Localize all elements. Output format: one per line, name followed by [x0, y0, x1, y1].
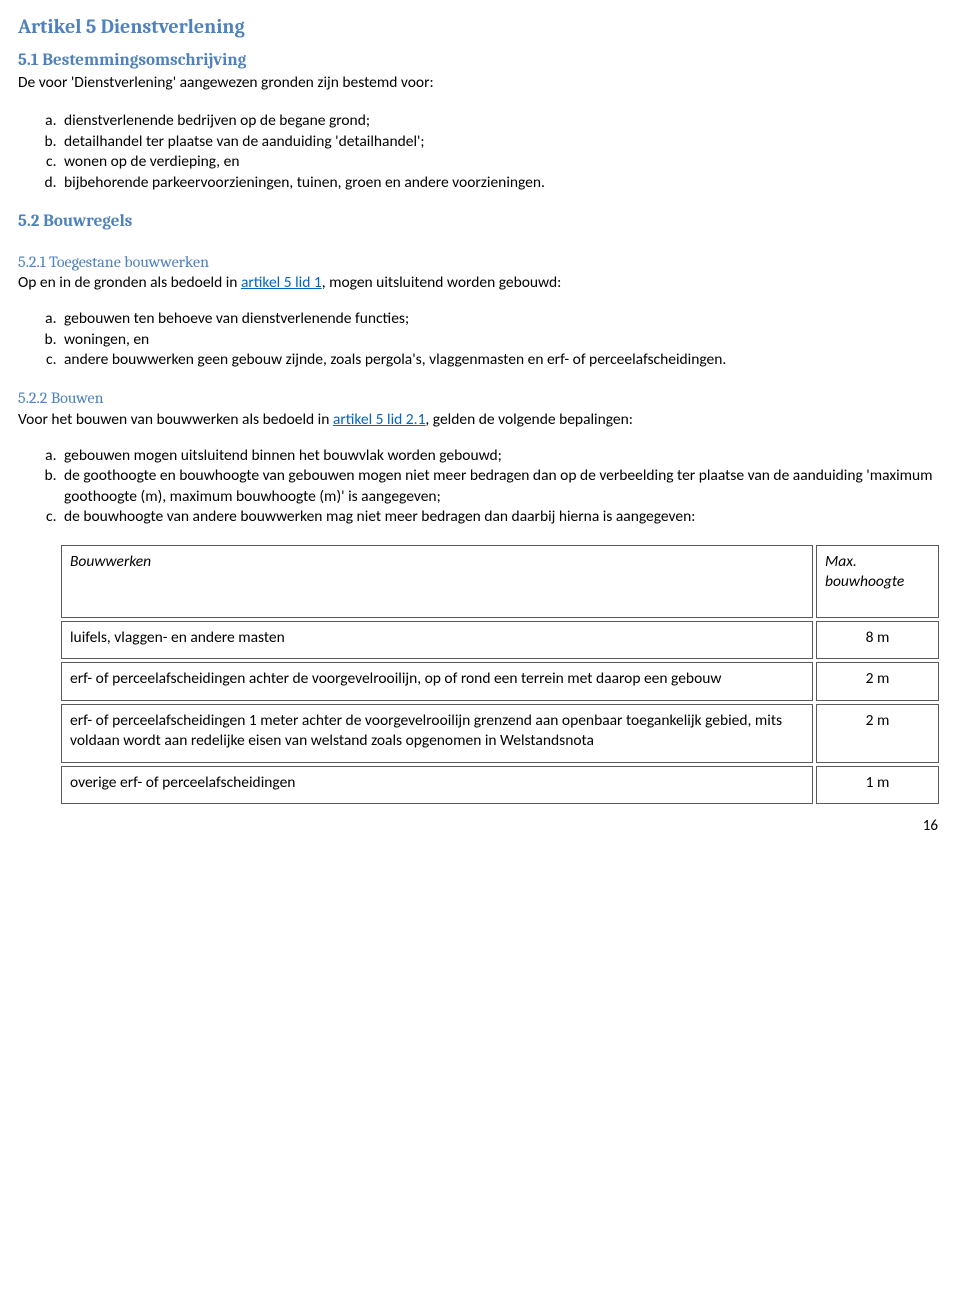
- page-number: 16: [18, 817, 942, 837]
- table-header-text: Max.: [825, 552, 857, 571]
- bouwwerken-table: Bouwwerken Max. bouwhoogte luifels, vlag…: [58, 542, 942, 807]
- list-item: detailhandel ter plaatse van de aanduidi…: [60, 132, 942, 152]
- table-header-max: Max. bouwhoogte: [816, 545, 939, 618]
- list-item: gebouwen ten behoeve van dienstverlenend…: [60, 309, 942, 329]
- artikel-5-lid-2-1-link[interactable]: artikel 5 lid 2.1: [333, 410, 426, 429]
- section-5-2-1-list: gebouwen ten behoeve van dienstverlenend…: [18, 309, 942, 370]
- table-row: erf- of perceelafscheidingen 1 meter ach…: [61, 704, 939, 763]
- section-5-1-heading: 5.1 Bestemmingsomschrijving: [18, 50, 942, 72]
- section-5-2-1-heading: 5.2.1 Toegestane bouwwerken: [18, 252, 942, 273]
- section-5-1-intro: De voor 'Dienstverlening' aangewezen gro…: [18, 73, 942, 93]
- list-item: dienstverlenende bedrijven op de begane …: [60, 111, 942, 131]
- intro-text: Op en in de gronden als bedoeld in: [18, 273, 241, 292]
- intro-text: , mogen uitsluitend worden gebouwd:: [322, 273, 562, 292]
- intro-text: , gelden de volgende bepalingen:: [425, 410, 633, 429]
- article-title: Artikel 5 Dienstverlening: [18, 14, 942, 40]
- table-row: luifels, vlaggen- en andere masten 8 m: [61, 621, 939, 659]
- section-5-2-1-intro: Op en in de gronden als bedoeld in artik…: [18, 273, 942, 293]
- section-5-2-2-heading: 5.2.2 Bouwen: [18, 388, 942, 409]
- list-item: bijbehorende parkeervoorzieningen, tuine…: [60, 173, 942, 193]
- list-item: woningen, en: [60, 330, 942, 350]
- section-5-2-heading: 5.2 Bouwregels: [18, 211, 942, 233]
- table-row: erf- of perceelafscheidingen achter de v…: [61, 662, 939, 700]
- table-header-text: bouwhoogte: [825, 572, 904, 591]
- list-item: gebouwen mogen uitsluitend binnen het bo…: [60, 446, 942, 466]
- section-5-2-2-list: gebouwen mogen uitsluitend binnen het bo…: [18, 446, 942, 528]
- section-5-1-list: dienstverlenende bedrijven op de begane …: [18, 111, 942, 193]
- table-cell-label: erf- of perceelafscheidingen 1 meter ach…: [61, 704, 813, 763]
- table-cell-value: 8 m: [816, 621, 939, 659]
- list-item: de bouwhoogte van andere bouwwerken mag …: [60, 507, 942, 527]
- table-row: overige erf- of perceelafscheidingen 1 m: [61, 766, 939, 804]
- table-cell-value: 1 m: [816, 766, 939, 804]
- list-item: andere bouwwerken geen gebouw zijnde, zo…: [60, 350, 942, 370]
- table-cell-value: 2 m: [816, 662, 939, 700]
- table-cell-label: overige erf- of perceelafscheidingen: [61, 766, 813, 804]
- section-5-2-2-intro: Voor het bouwen van bouwwerken als bedoe…: [18, 410, 942, 430]
- list-item: de goothoogte en bouwhoogte van gebouwen…: [60, 466, 942, 507]
- table-header-row: Bouwwerken Max. bouwhoogte: [61, 545, 939, 618]
- table-header-bouwwerken: Bouwwerken: [61, 545, 813, 618]
- table-cell-value: 2 m: [816, 704, 939, 763]
- list-item: wonen op de verdieping, en: [60, 152, 942, 172]
- table-cell-label: luifels, vlaggen- en andere masten: [61, 621, 813, 659]
- table-cell-label: erf- of perceelafscheidingen achter de v…: [61, 662, 813, 700]
- intro-text: Voor het bouwen van bouwwerken als bedoe…: [18, 410, 333, 429]
- artikel-5-lid-1-link[interactable]: artikel 5 lid 1: [241, 273, 322, 292]
